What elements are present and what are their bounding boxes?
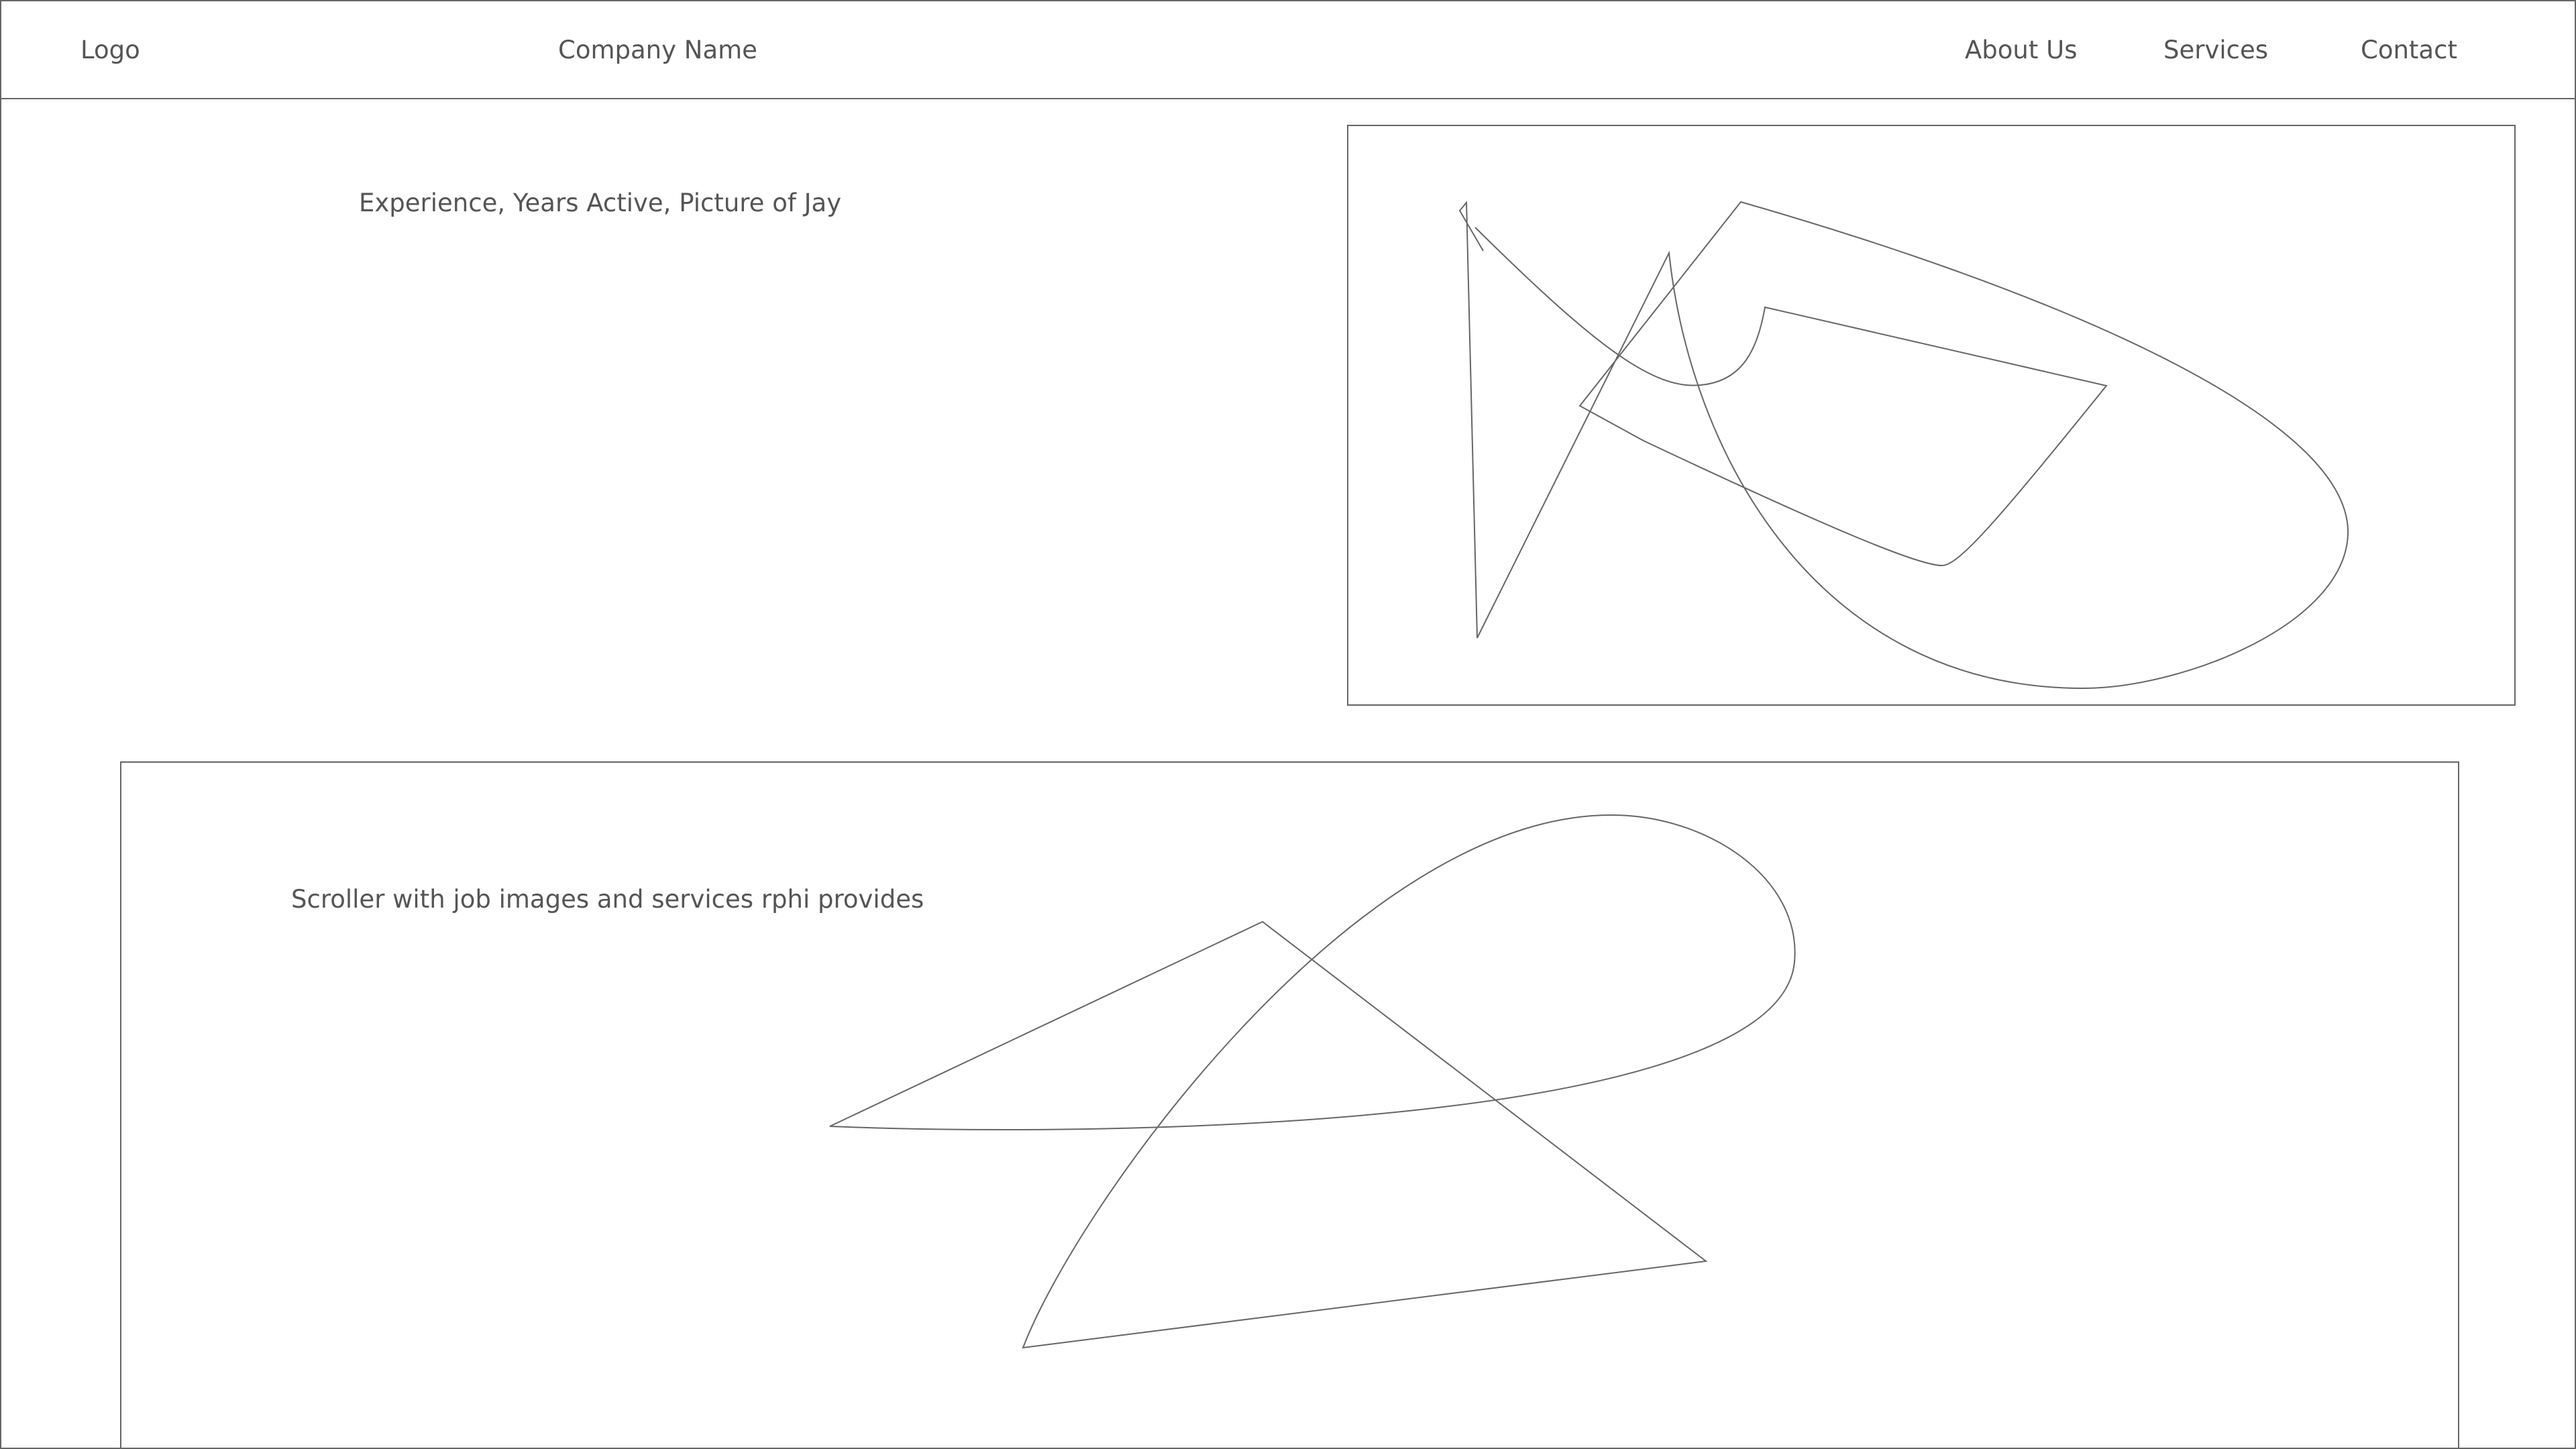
logo[interactable]: Logo (80, 36, 140, 64)
nav-link-about-us[interactable]: About Us (1965, 36, 2078, 64)
scroller-placeholder-scribble-icon (829, 814, 1796, 1349)
site-header: Logo Company Name About Us Services Cont… (1, 1, 2575, 99)
nav-link-contact[interactable]: Contact (2361, 36, 2457, 64)
scroller-placeholder-text: Scroller with job images and services rp… (291, 885, 924, 914)
services-image-scroller[interactable]: Scroller with job images and services rp… (120, 761, 2459, 1448)
scribble-stroke (829, 814, 1796, 1349)
about-placeholder-text: Experience, Years Active, Picture of Jay (359, 189, 842, 217)
about-image-placeholder (1347, 125, 2516, 706)
company-name: Company Name (558, 36, 757, 64)
nav-link-services[interactable]: Services (2163, 36, 2269, 64)
image-placeholder-scribble-icon (1458, 201, 2349, 690)
scribble-stroke (1458, 201, 2349, 690)
